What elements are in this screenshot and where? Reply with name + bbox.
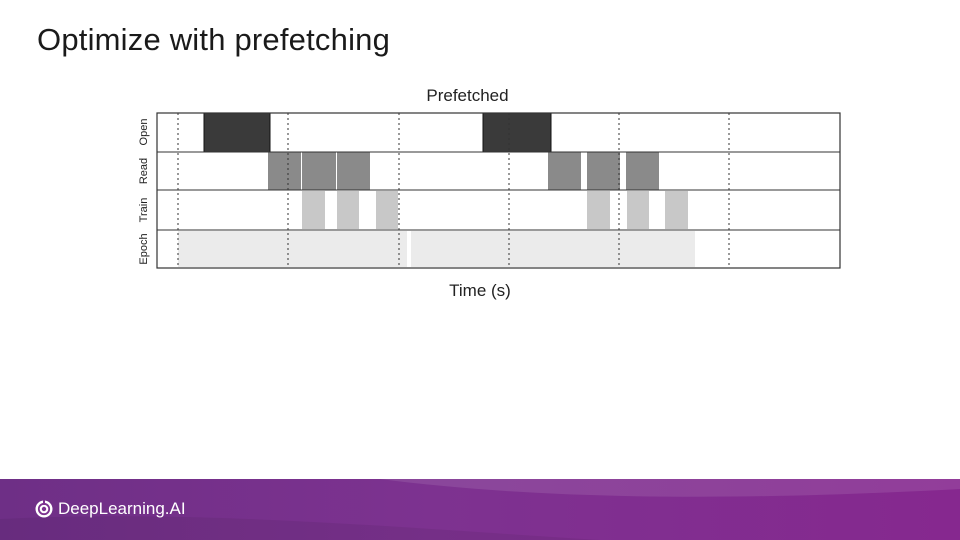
slide-title: Optimize with prefetching <box>37 22 391 57</box>
train-block-4 <box>587 191 610 229</box>
open-block-2 <box>482 112 552 153</box>
footer-bar: DeepLearning.AI <box>0 479 960 540</box>
epoch-block-2 <box>411 231 695 267</box>
train-block-6 <box>665 191 688 229</box>
train-block-5 <box>627 191 649 229</box>
read-block-2 <box>302 152 336 190</box>
time-gridlines <box>177 113 730 268</box>
row-label-train: Train <box>138 198 150 223</box>
epoch-block-1 <box>178 231 407 267</box>
open-block-1 <box>203 112 271 153</box>
x-axis-label: Time (s) <box>449 281 511 300</box>
read-block-5 <box>587 152 620 190</box>
read-block-3 <box>337 152 370 190</box>
timeline-diagram: Open Read Train Epoch <box>138 112 841 269</box>
row-label-read: Read <box>138 158 150 184</box>
row-label-open: Open <box>138 119 150 146</box>
brand-name: DeepLearning.AI <box>58 499 186 518</box>
row-separators <box>157 151 840 231</box>
deeplearning-logo-icon <box>35 500 53 518</box>
footer-wave-decoration <box>0 479 960 540</box>
row-label-epoch: Epoch <box>138 233 150 264</box>
train-block-2 <box>337 191 359 229</box>
train-block-1 <box>302 191 325 229</box>
brand-logo: DeepLearning.AI <box>35 499 186 519</box>
read-block-4 <box>548 152 581 190</box>
read-block-6 <box>626 152 659 190</box>
read-block-1 <box>268 152 301 190</box>
diagram-title: Prefetched <box>426 86 509 105</box>
train-block-3 <box>376 191 398 229</box>
diagram-frame <box>156 112 841 269</box>
